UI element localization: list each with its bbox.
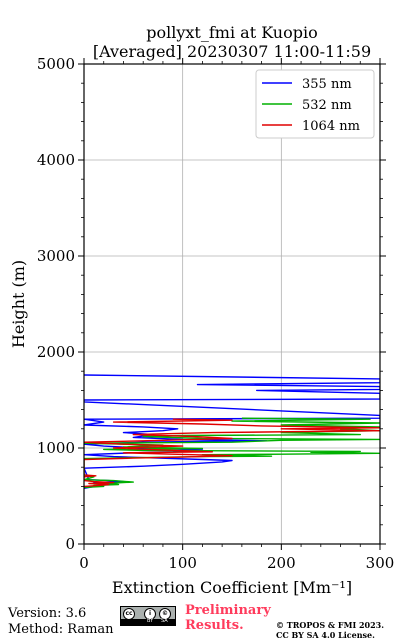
x-tick-label-0: 0 bbox=[79, 554, 89, 572]
copyright-line-1: © TROPOS & FMI 2023. bbox=[276, 620, 385, 630]
x-tick-label-3: 300 bbox=[366, 554, 395, 572]
y-tick-label-2: 2000 bbox=[37, 343, 75, 361]
series-line-1064-nm bbox=[84, 418, 380, 488]
cc-badge-strip: BY SA bbox=[121, 618, 175, 625]
y-tick-label-4: 4000 bbox=[37, 151, 75, 169]
legend-box bbox=[255, 69, 375, 139]
legend-label-2: 1064 nm bbox=[302, 119, 360, 134]
cc-by-text: BY bbox=[147, 618, 154, 624]
series-lines bbox=[84, 374, 380, 489]
cc-sa-text: SA bbox=[161, 618, 168, 624]
x-axis-label: Extinction Coefficient [Mm⁻¹] bbox=[112, 578, 352, 597]
preliminary-results-text: Preliminary Results. bbox=[185, 603, 271, 633]
version-text: Version: 3.6 bbox=[8, 606, 87, 621]
x-tick-label-1: 100 bbox=[168, 554, 197, 572]
copyright-line-2: CC BY SA 4.0 License. bbox=[276, 630, 375, 640]
x-tick-label-2: 200 bbox=[267, 554, 296, 572]
plot-area bbox=[84, 374, 380, 489]
y-tick-label-1: 1000 bbox=[37, 439, 75, 457]
legend-label-0: 355 nm bbox=[302, 77, 352, 92]
x-axis-label-main: Extinction Coefficient [Mm⁻¹] bbox=[112, 578, 352, 597]
method-text: Method: Raman bbox=[8, 622, 114, 637]
legend: 355 nm 532 nm 1064 nm bbox=[255, 69, 375, 139]
y-tick-label-5: 5000 bbox=[37, 55, 75, 73]
cc-license-badge: cc i © BY SA bbox=[120, 606, 176, 626]
preliminary-line-2: Results. bbox=[185, 618, 244, 633]
copyright-text: © TROPOS & FMI 2023. CC BY SA 4.0 Licens… bbox=[276, 620, 384, 640]
plot-frame bbox=[83, 63, 381, 545]
chart-title-line-1: pollyxt_fmi at Kuopio bbox=[146, 23, 317, 42]
chart-title-line-2: [Averaged] 20230307 11:00-11:59 bbox=[93, 42, 371, 61]
preliminary-line-1: Preliminary bbox=[185, 603, 271, 618]
y-tick-label-3: 3000 bbox=[37, 247, 75, 265]
legend-label-1: 532 nm bbox=[302, 98, 352, 113]
y-axis-label: Height (m) bbox=[9, 260, 28, 348]
y-tick-label-0: 0 bbox=[65, 535, 75, 553]
